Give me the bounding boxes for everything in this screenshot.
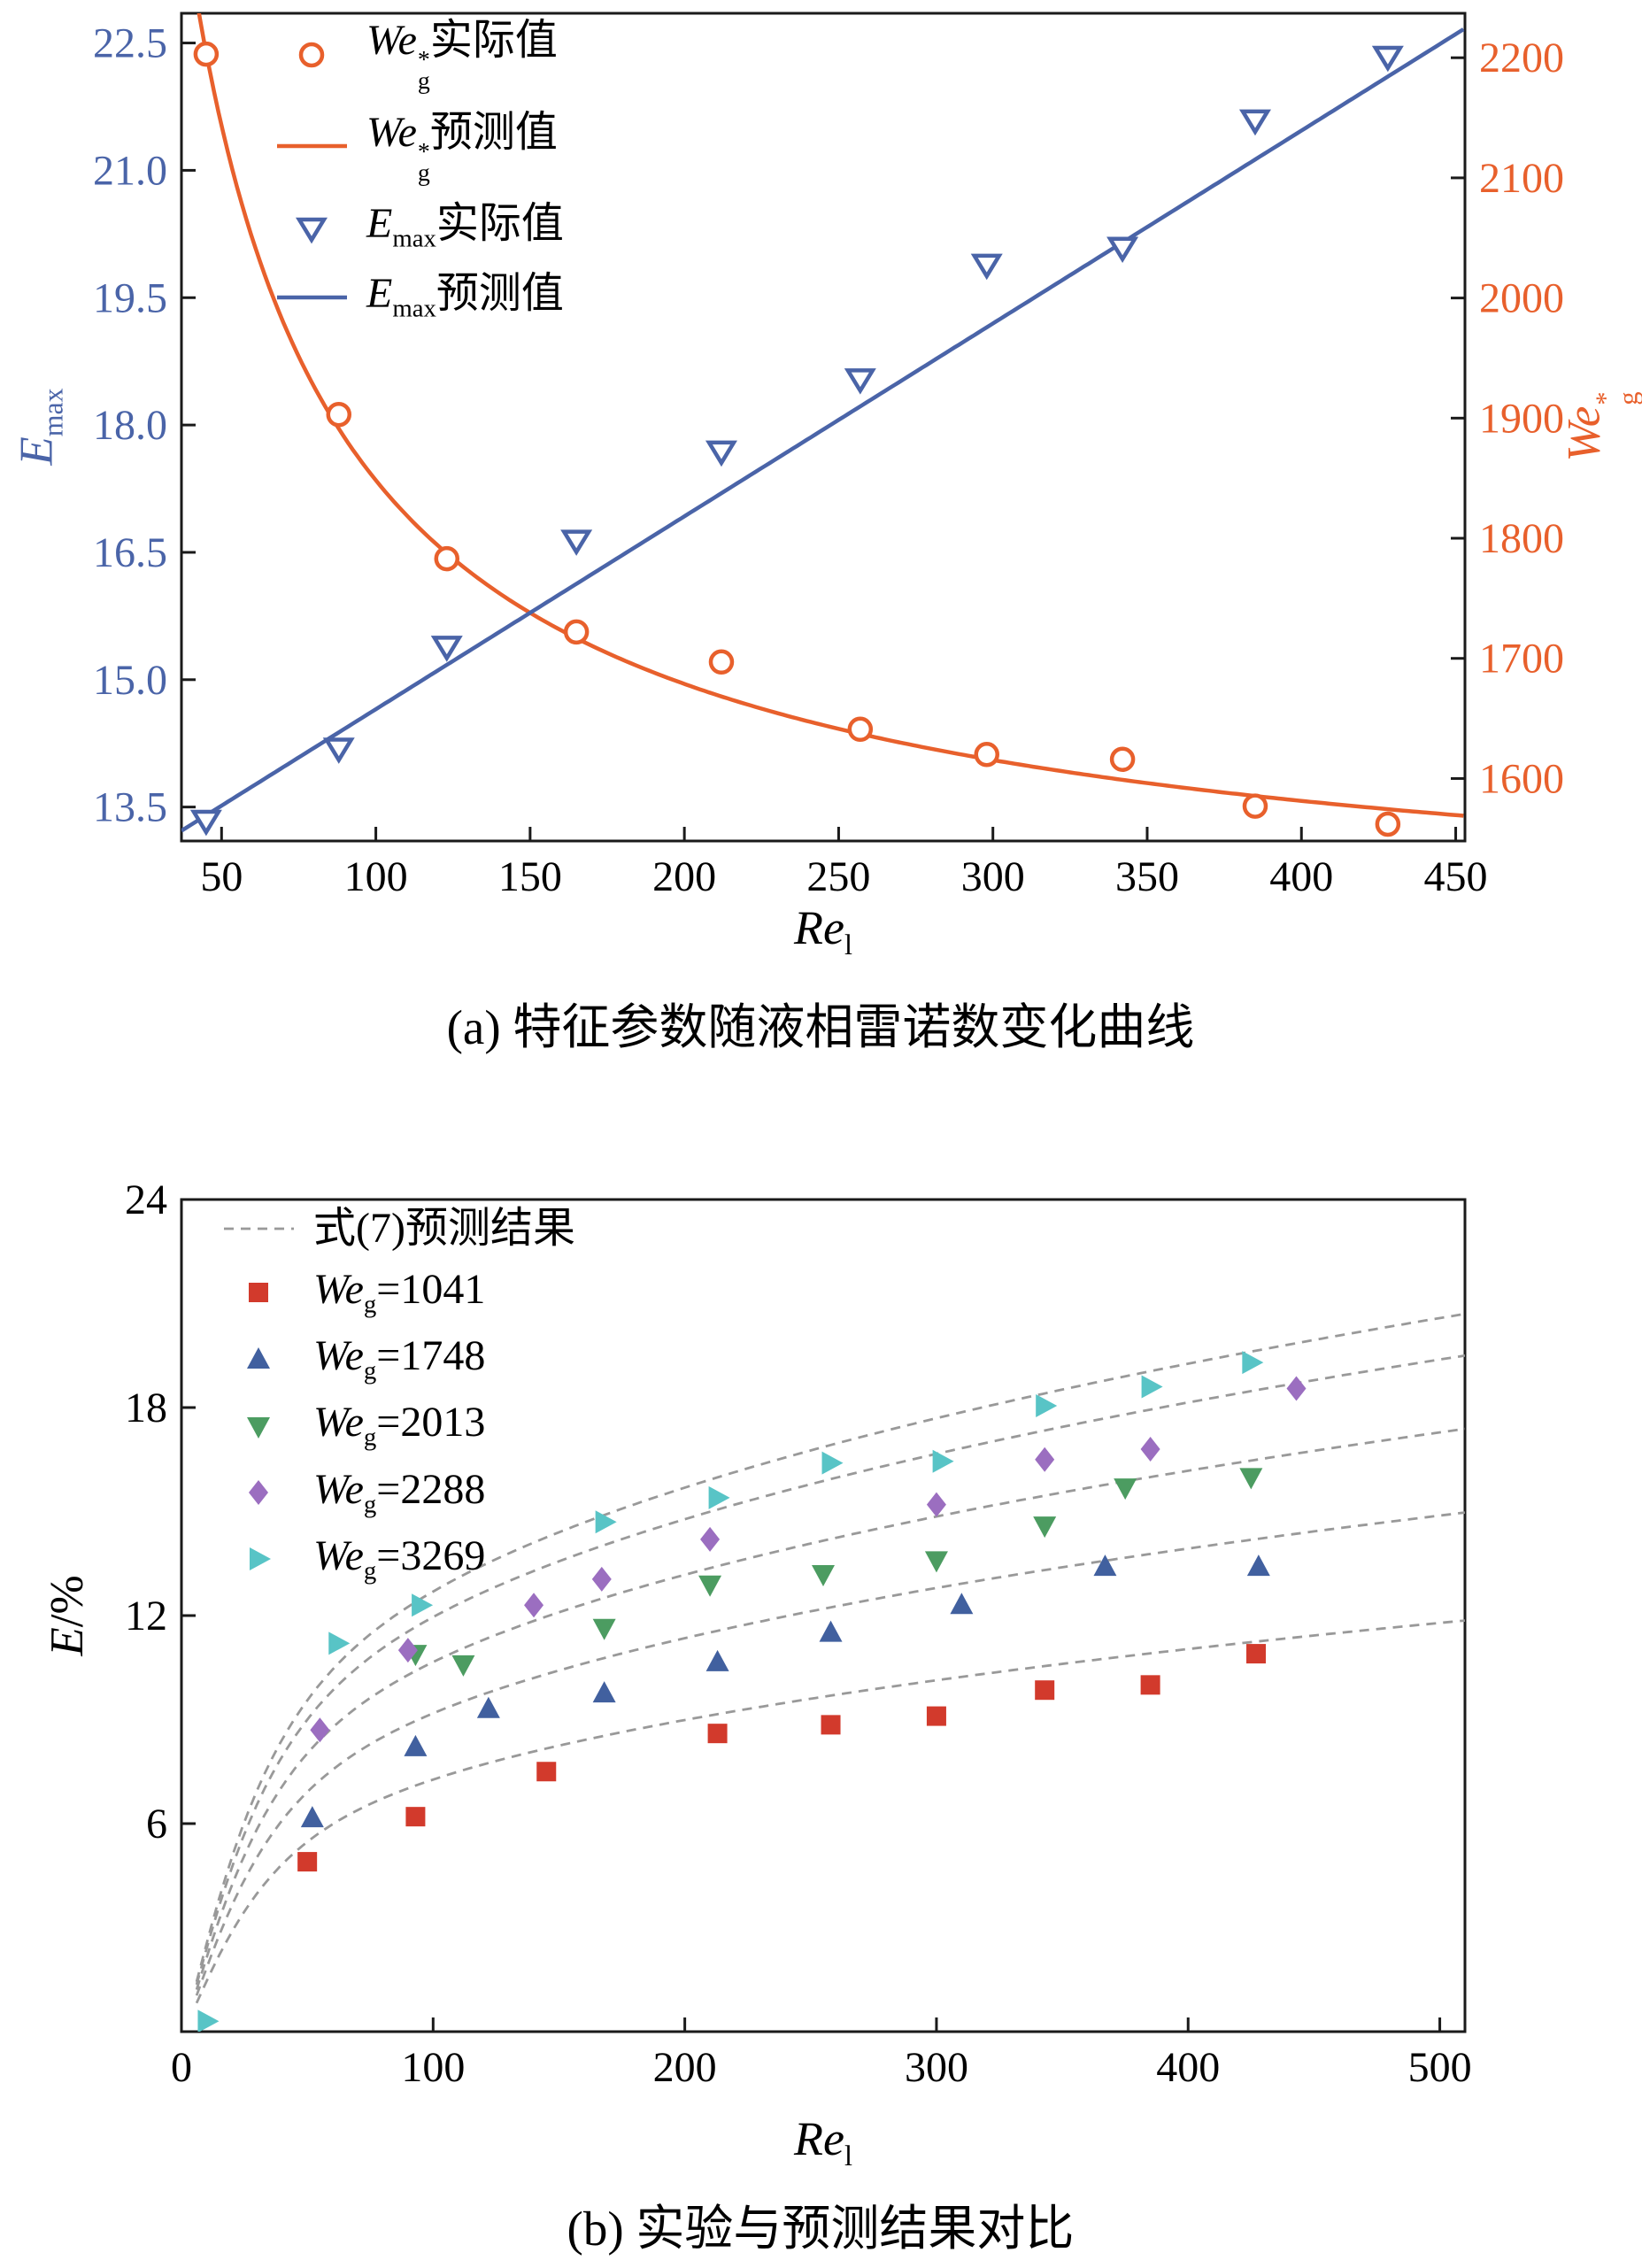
legend-item: Weg=2288 [217, 1465, 575, 1519]
y-tick-label: 18.0 [93, 402, 167, 449]
legend-item: Emax实际值 [270, 200, 564, 253]
series-weg-1041 [297, 1644, 1267, 1872]
legend-marker-triangle-down-open [295, 217, 328, 244]
legend-label: We * g 实际值 [366, 17, 558, 95]
chart-a-yleft-label-emax: Emax [11, 388, 69, 466]
legend-marker-square [249, 1283, 268, 1303]
y-tick-label: 13.5 [93, 784, 167, 831]
x-tick-label: 500 [1408, 2044, 1472, 2091]
legend-label: Weg=3269 [313, 1531, 486, 1585]
x-tick-label: 50 [200, 853, 243, 900]
legend-item: Weg=1748 [217, 1332, 575, 1385]
chart-b-caption: (b) 实验与预测结果对比 [567, 2202, 1075, 2256]
series-emax-actual [189, 45, 1404, 837]
legend-marker-diamond [249, 1480, 268, 1506]
prediction-curve-weg-3269 [195, 1312, 1465, 1982]
prediction-curve-weg-2288 [195, 1354, 1465, 1986]
y-tick-label: 16.5 [93, 529, 167, 576]
prediction-curve-weg-1041 [195, 1619, 1465, 2004]
x-tick-label: 450 [1424, 853, 1488, 900]
chart-a-yright-label-weg: We * g [1558, 391, 1642, 462]
legend-marker-dash [224, 1227, 294, 1230]
legend-label: Weg=1041 [313, 1265, 486, 1319]
x-tick-label: 200 [653, 2044, 717, 2091]
legend-item: We * g 实际值 [270, 17, 564, 95]
x-tick-label: 100 [344, 853, 408, 900]
chart-b-legend: 式(7)预测结果 Weg=1041 Weg=1748 Weg=2013 Weg=2288… [217, 1205, 575, 1585]
y-tick-label: 21.0 [93, 147, 167, 194]
y-right-tick-label: 1600 [1479, 755, 1564, 802]
x-tick-label: 400 [1269, 853, 1333, 900]
x-tick-label: 100 [401, 2044, 465, 2091]
x-tick-label: 0 [171, 2044, 192, 2091]
legend-label: 式(7)预测结果 [313, 1205, 575, 1252]
legend-label: Weg=2013 [313, 1399, 486, 1452]
chart-b-xlabel-rel: Rel [794, 2112, 852, 2172]
chart-a-xlabel-rel: Rel [794, 901, 852, 961]
y-right-ticks: 1600 1700 1800 1900 2000 2100 2200 [1451, 35, 1564, 802]
y-right-tick-label: 1700 [1479, 636, 1564, 683]
y-tick-label: 18 [125, 1385, 167, 1431]
y-tick-label: 19.5 [93, 274, 167, 321]
series-weg-2288 [310, 1376, 1307, 1743]
y-right-tick-label: 2000 [1479, 275, 1564, 322]
y-tick-label: 15.0 [93, 657, 167, 704]
legend-item: Emax预测值 [270, 271, 564, 323]
series-weg-2013 [404, 1468, 1263, 1677]
plot-border [180, 12, 1467, 843]
series-weg-1748 [300, 1554, 1270, 1828]
y-tick-label: 6 [146, 1801, 167, 1848]
x-ticks: 0 100 200 300 400 500 [171, 2017, 1472, 2091]
legend-marker-line [277, 144, 347, 149]
legend-marker-triangle-right [250, 1547, 271, 1571]
legend-marker-line [277, 295, 347, 300]
x-tick-label: 200 [652, 853, 716, 900]
y-tick-label: 12 [125, 1593, 167, 1639]
y-left-ticks: 13.5 15.0 16.5 18.0 19.5 21.0 22.5 [93, 20, 196, 831]
legend-marker-circle-open [298, 42, 325, 68]
legend-label: Weg=1748 [313, 1332, 486, 1385]
x-tick-label: 400 [1156, 2044, 1220, 2091]
y-right-tick-label: 2100 [1479, 155, 1564, 202]
legend-label: Emax实际值 [366, 200, 564, 253]
x-tick-label: 150 [498, 853, 562, 900]
y-tick-label: 22.5 [93, 20, 167, 67]
prediction-curve-weg-2013 [195, 1427, 1465, 1991]
series-weg-3269 [197, 1351, 1264, 2032]
legend-item: Weg=2013 [217, 1399, 575, 1452]
legend-item: We * g 预测值 [270, 108, 564, 187]
x-tick-label: 300 [905, 2044, 968, 2091]
legend-item: Weg=1041 [217, 1265, 575, 1319]
series-weg-actual [193, 41, 1401, 837]
chart-b-ylabel-e-percent: E/% [42, 1575, 93, 1656]
y-right-tick-label: 1900 [1479, 395, 1564, 442]
legend-item: Weg=3269 [217, 1531, 575, 1585]
chart-a-legend: We * g 实际值 We * g 预测值 Emax实际值 Emax预测值 [270, 17, 564, 324]
chart-a-data [181, 13, 1465, 837]
chart-a-caption: (a) 特征参数随液相雷诺数变化曲线 [446, 1000, 1195, 1054]
legend-label: Emax预测值 [366, 270, 564, 324]
legend-item: 式(7)预测结果 [217, 1205, 575, 1253]
legend-marker-triangle-up [247, 1346, 270, 1369]
legend-label: We * g 预测值 [366, 108, 558, 187]
x-tick-label: 300 [961, 853, 1025, 900]
y-right-tick-label: 1800 [1479, 515, 1564, 562]
y-tick-label: 24 [125, 1176, 167, 1223]
prediction-curve-weg-1748 [195, 1511, 1465, 1996]
y-left-ticks: 6 12 18 24 [125, 1176, 196, 1848]
x-tick-label: 250 [806, 853, 870, 900]
line-emax-pred [181, 27, 1465, 833]
y-right-tick-label: 2200 [1479, 35, 1564, 81]
x-tick-label: 350 [1115, 853, 1179, 900]
legend-marker-triangle-down [247, 1416, 270, 1439]
legend-label: Weg=2288 [313, 1465, 486, 1519]
chart-b-data [195, 1312, 1465, 2032]
x-ticks: 50 100 150 200 250 300 350 400 450 [200, 827, 1488, 900]
